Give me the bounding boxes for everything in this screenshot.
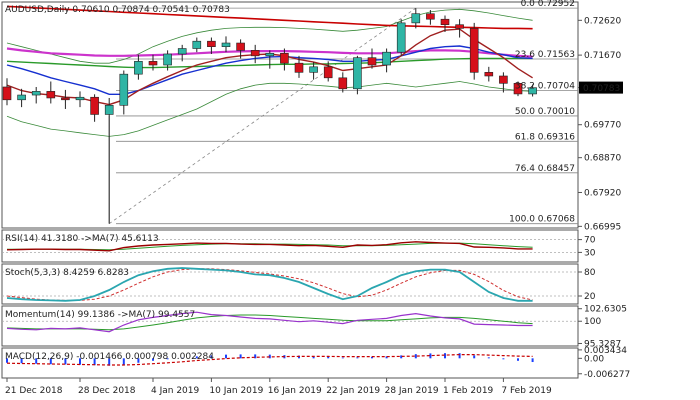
y-tick-label: 102.6305	[584, 305, 627, 315]
y-tick-label: 0.003434	[584, 346, 627, 356]
y-tick-label: 70	[584, 236, 596, 246]
x-tick-label: 16 Jan 2019	[268, 386, 322, 396]
candle-bear	[90, 96, 99, 115]
candle-bear	[294, 62, 304, 73]
y-tick-label: 0.69770	[584, 121, 621, 131]
y-tick-label: 0.71670	[584, 51, 621, 61]
candle-bear	[484, 72, 494, 77]
x-tick-label: 28 Dec 2018	[78, 386, 136, 396]
y-tick-label: 0.00	[584, 354, 604, 364]
x-tick-label: 22 Jan 2019	[326, 386, 380, 396]
candle-bull	[382, 51, 391, 66]
fib-trendline	[108, 7, 417, 225]
momentum-title: Momentum(14) 99.1386 ->MA(7) 99.4557	[5, 310, 195, 320]
candle-bear	[2, 86, 12, 101]
current-price-label: 0.70783	[583, 84, 620, 94]
candle-bull	[221, 42, 231, 47]
current-price-tag	[579, 81, 623, 94]
fib-level-label: 23.6 0.71563	[515, 50, 575, 60]
y-tick-label: 20	[584, 292, 596, 302]
rsi-title: RSI(14) 41.3180 ->MA(7) 45.6113	[5, 234, 159, 244]
macd-title: MACD(12,26,9) -0.001466 0.000798 0.00228…	[5, 352, 214, 362]
candle-bear	[338, 77, 348, 90]
candle-bull	[411, 13, 421, 24]
candle-bear	[513, 83, 523, 95]
fib-level-label: 61.8 0.69316	[515, 132, 575, 142]
candle-bear	[236, 42, 245, 51]
candle-bull	[17, 94, 26, 101]
x-tick-label: 7 Feb 2019	[501, 386, 552, 396]
y-tick-label: 0.68870	[584, 154, 621, 164]
candle-bull	[177, 48, 187, 55]
candle-bull	[119, 73, 129, 106]
panel-frame-1	[1, 229, 579, 263]
y-tick-label: 0.72620	[584, 16, 621, 26]
x-tick-label: 28 Jan 2019	[385, 386, 439, 396]
candle-bear	[499, 75, 508, 84]
candle-bear	[148, 61, 158, 66]
candle-bull	[265, 52, 275, 57]
candle-bull	[163, 53, 172, 66]
x-tick-label: 4 Jan 2019	[151, 386, 199, 396]
stoch-title: Stoch(5,3,3) 8.4259 6.8283	[5, 268, 129, 278]
momentum-line	[6, 311, 533, 333]
macd-signal-line	[6, 354, 533, 366]
y-tick-label: 0.66995	[584, 222, 621, 232]
y-tick-label: 30	[584, 248, 596, 258]
candle-bull	[528, 87, 537, 95]
candle-bull	[396, 22, 406, 53]
stoch-main-line	[6, 267, 533, 302]
candle-bear	[367, 57, 377, 66]
candle-bull	[75, 96, 85, 101]
fib-level-label: 0.0 0.72952	[521, 0, 575, 9]
fib-level-label: 76.4 0.68457	[515, 164, 575, 174]
candle-bear	[61, 97, 70, 101]
bollinger-upper-line	[6, 8, 533, 64]
bollinger-lower-line	[6, 81, 533, 137]
fib-level-label: 38.2 0.70704	[515, 81, 575, 91]
candle-bear	[440, 18, 450, 26]
candle-bull	[353, 57, 362, 90]
candle-bull	[309, 66, 318, 73]
rsi-line	[6, 241, 533, 252]
candle-bear	[46, 91, 56, 99]
fib-level-label: 100.0 0.67068	[509, 215, 575, 225]
panel-frame-4	[1, 347, 579, 379]
x-tick-label: 1 Feb 2019	[443, 386, 494, 396]
candle-bear	[455, 24, 464, 29]
y-tick-label: 95.3287	[584, 339, 621, 349]
price-title: AUDUSD,Daily 0.70610 0.70874 0.70541 0.7…	[5, 5, 230, 15]
y-tick-label: 80	[584, 268, 596, 278]
fib-level-label: 50.0 0.70010	[515, 107, 575, 117]
candle-bear	[250, 50, 260, 57]
candle-bull	[31, 91, 41, 96]
candle-bull	[104, 104, 114, 115]
panel-frame-3	[1, 305, 579, 347]
candle-bear	[469, 28, 479, 73]
candle-bull	[134, 61, 143, 75]
candle-bear	[207, 40, 216, 47]
x-tick-label: 21 Dec 2018	[5, 386, 63, 396]
candle-bull	[192, 40, 202, 49]
x-tick-label: 10 Jan 2019	[209, 386, 263, 396]
candle-bear	[323, 66, 333, 79]
y-tick-label: -0.006277	[584, 370, 630, 380]
y-tick-label: 100	[584, 317, 601, 327]
y-tick-label: 0.67920	[584, 188, 621, 198]
candle-bear	[280, 52, 289, 64]
panel-frame-0	[1, 1, 579, 229]
candle-bear	[426, 13, 435, 20]
panel-frame-2	[1, 263, 579, 305]
